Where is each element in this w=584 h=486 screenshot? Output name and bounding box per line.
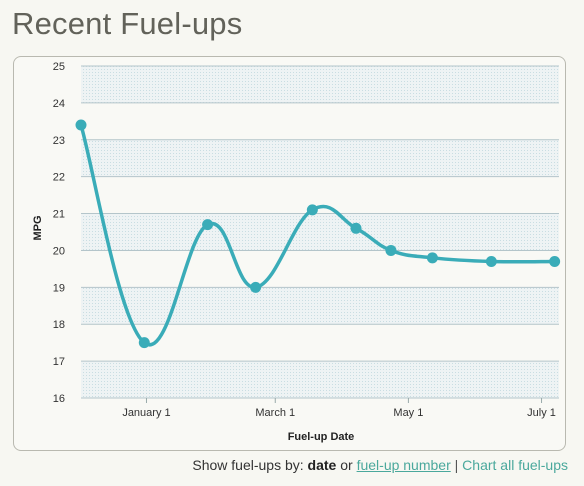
y-tick-label: 19 bbox=[53, 282, 65, 294]
grid-band bbox=[81, 361, 559, 398]
y-tick-label: 18 bbox=[53, 319, 65, 331]
y-tick-label: 20 bbox=[53, 245, 65, 257]
data-point[interactable] bbox=[202, 219, 214, 231]
footer-controls: Show fuel-ups by: date or fuel-up number… bbox=[192, 457, 568, 473]
x-axis-label: Fuel-up Date bbox=[288, 431, 355, 443]
x-tick-label: May 1 bbox=[393, 407, 423, 419]
data-point[interactable] bbox=[138, 337, 150, 349]
footer-separator: | bbox=[454, 457, 459, 473]
footer-or: or bbox=[340, 457, 353, 473]
grid-band bbox=[81, 287, 559, 325]
y-tick-label: 23 bbox=[53, 135, 65, 147]
chart-svg: 16 17 18 19 20 21 22 23 24 25 January 1 March 1 May… bbox=[32, 61, 561, 443]
grid-band bbox=[81, 139, 559, 177]
footer-prefix: Show fuel-ups by: bbox=[192, 457, 304, 473]
data-point[interactable] bbox=[350, 222, 362, 234]
y-axis-ticks: 16 17 18 19 20 21 22 23 24 25 bbox=[53, 61, 65, 405]
x-tick-label: July 1 bbox=[527, 407, 556, 419]
series-points bbox=[75, 119, 561, 349]
mpg-chart: 16 17 18 19 20 21 22 23 24 25 January 1 March 1 May… bbox=[13, 56, 566, 451]
current-mode-date: date bbox=[307, 457, 337, 473]
x-axis-ticks: January 1 March 1 May 1 July 1 bbox=[122, 398, 556, 419]
x-tick-label: January 1 bbox=[122, 407, 170, 419]
gridlines bbox=[81, 65, 559, 399]
grid-band bbox=[81, 66, 559, 103]
fuel-up-number-link[interactable]: fuel-up number bbox=[356, 457, 451, 473]
y-tick-label: 16 bbox=[53, 393, 65, 405]
x-tick-label: March 1 bbox=[255, 407, 295, 419]
data-point[interactable] bbox=[385, 244, 397, 256]
data-point[interactable] bbox=[75, 119, 87, 131]
grid-bands bbox=[81, 66, 559, 398]
data-point[interactable] bbox=[549, 256, 561, 268]
y-tick-label: 17 bbox=[53, 356, 65, 368]
data-point[interactable] bbox=[485, 256, 497, 268]
y-tick-label: 24 bbox=[53, 98, 65, 110]
chart-all-fuel-ups-link[interactable]: Chart all fuel-ups bbox=[462, 457, 568, 473]
y-tick-label: 25 bbox=[53, 61, 65, 73]
data-point[interactable] bbox=[306, 204, 318, 216]
y-tick-label: 22 bbox=[53, 172, 65, 184]
page-title: Recent Fuel-ups bbox=[12, 6, 243, 41]
data-point[interactable] bbox=[250, 281, 262, 293]
grid-band bbox=[81, 213, 559, 251]
y-tick-label: 21 bbox=[53, 209, 65, 221]
data-point[interactable] bbox=[426, 252, 438, 264]
y-axis-label: MPG bbox=[32, 215, 44, 240]
